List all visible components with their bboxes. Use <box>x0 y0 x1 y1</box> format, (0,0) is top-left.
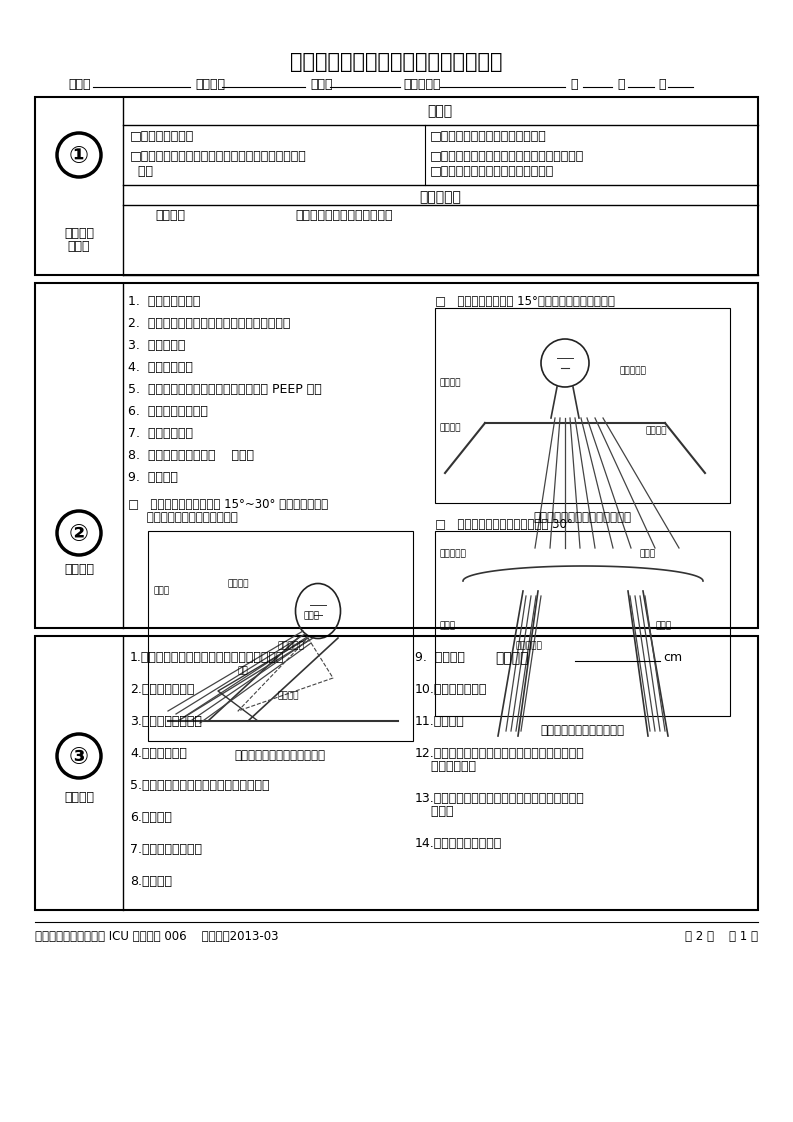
Bar <box>35 96 758 275</box>
Text: 中心静脉穿刺置管术操作与监测记录单: 中心静脉穿刺置管术操作与监测记录单 <box>289 52 502 72</box>
Text: 月: 月 <box>617 79 625 91</box>
Text: 1.无菌操作（洗手、穿戴口罩、帽子、手套）: 1.无菌操作（洗手、穿戴口罩、帽子、手套） <box>130 651 285 664</box>
Text: 日: 日 <box>658 79 665 91</box>
Text: 6.置入导丝: 6.置入导丝 <box>130 811 172 824</box>
Text: 近右心房处）: 近右心房处） <box>415 760 476 773</box>
Text: 相对禁忌证: 相对禁忌证 <box>419 190 461 204</box>
Text: 头臂静脉: 头臂静脉 <box>645 426 666 435</box>
Text: 2.术区消毒、铺巾: 2.术区消毒、铺巾 <box>130 683 194 696</box>
Text: ①: ① <box>69 144 89 168</box>
Text: 下腹壁动脉: 下腹壁动脉 <box>440 549 467 558</box>
Text: 8.置入导管: 8.置入导管 <box>130 875 172 888</box>
Text: 禁忌证: 禁忌证 <box>67 240 90 252</box>
Text: 7.沿导丝置入扩张子: 7.沿导丝置入扩张子 <box>130 843 202 856</box>
Bar <box>435 309 730 503</box>
Text: □需要输注刺激性或高渗性药液者: □需要输注刺激性或高渗性药液者 <box>430 130 546 142</box>
Text: 锁骨: 锁骨 <box>238 666 249 675</box>
Text: 住院号：: 住院号： <box>195 79 225 91</box>
Text: □   颈内：去枕仰卧，头低 15°~30° 肩部垫一软垫，: □ 颈内：去枕仰卧，头低 15°~30° 肩部垫一软垫， <box>128 498 328 511</box>
Bar <box>148 531 413 741</box>
Text: 8.  手术部位确定（口左    口右）: 8. 手术部位确定（口左 口右） <box>128 449 254 462</box>
Text: 颈外静脉: 颈外静脉 <box>278 691 300 700</box>
Text: 暴露颈部，将头转向操作对侧: 暴露颈部，将头转向操作对侧 <box>128 511 238 524</box>
Text: 共 2 页    第 1 页: 共 2 页 第 1 页 <box>685 930 758 942</box>
Text: 11.导管固定: 11.导管固定 <box>415 715 465 728</box>
Text: 东南大学附属中大医院 ICU 医疗文件 006    版本号：2013-03: 东南大学附属中大医院 ICU 医疗文件 006 版本号：2013-03 <box>35 930 278 942</box>
Text: 锁骨下静脉解剖位置及毗邻结构: 锁骨下静脉解剖位置及毗邻结构 <box>533 511 631 524</box>
Text: □需要开放静脉通路，输液、给药，静脉营养，快速: □需要开放静脉通路，输液、给药，静脉营养，快速 <box>130 150 307 163</box>
Text: 颈内静脉: 颈内静脉 <box>228 579 250 588</box>
Text: 肝素过敏: 肝素过敏 <box>155 209 185 222</box>
Text: 14.医嘱开立，书写记录: 14.医嘱开立，书写记录 <box>415 837 502 850</box>
Text: 锁骨下静脉: 锁骨下静脉 <box>278 641 305 650</box>
Text: 颈内静脉: 颈内静脉 <box>440 378 462 387</box>
Text: 12.影像学确认导管深度（导管尖端位于上腔静脉: 12.影像学确认导管深度（导管尖端位于上腔静脉 <box>415 747 584 760</box>
Text: 走动脉: 走动脉 <box>640 549 656 558</box>
Text: □血流动力学监测: □血流动力学监测 <box>130 130 194 142</box>
Text: □血浆置换，血液透析及血液滤过等血液净化: □血浆置换，血液透析及血液滤过等血液净化 <box>430 150 584 163</box>
Text: 9.  置入深度: 9. 置入深度 <box>415 651 465 664</box>
Text: 5.静脉穿刺，确认在穿刺针尖中心静脉内: 5.静脉穿刺，确认在穿刺针尖中心静脉内 <box>130 779 270 792</box>
Text: 9.  体位准备: 9. 体位准备 <box>128 471 178 484</box>
Text: 4.  术前镇静镇痛: 4. 术前镇静镇痛 <box>128 361 193 374</box>
Text: 13.手术后处理（器械处理；利器处理；医疗垃圾: 13.手术后处理（器械处理；利器处理；医疗垃圾 <box>415 792 584 804</box>
Text: 上肢静脉: 上肢静脉 <box>440 423 462 432</box>
Text: 姓名：: 姓名： <box>68 79 90 91</box>
Text: 穿刺步骤: 穿刺步骤 <box>64 791 94 804</box>
Text: ②: ② <box>69 522 89 546</box>
Text: 4.局部浸润麻醉: 4.局部浸润麻醉 <box>130 747 187 760</box>
Text: 10.肝素水冲洗导管: 10.肝素水冲洗导管 <box>415 683 488 696</box>
Text: 年: 年 <box>570 79 577 91</box>
Text: □   锁骨下：去枕头低 15°，肩部垫枕，头转向对侧: □ 锁骨下：去枕头低 15°，肩部垫枕，头转向对侧 <box>435 295 615 309</box>
Text: 3.  选择穿刺点: 3. 选择穿刺点 <box>128 339 186 352</box>
Text: 股静脉: 股静脉 <box>655 620 671 629</box>
Text: 3.再次确认穿刺部位: 3.再次确认穿刺部位 <box>130 715 202 728</box>
Text: 穿刺部位疑有感染或已有感染: 穿刺部位疑有感染或已有感染 <box>295 209 393 222</box>
Text: 1.  签署知情同意书: 1. 签署知情同意书 <box>128 295 201 309</box>
Text: 5.  颈内或锁骨下静脉穿刺时降低呼吸机 PEEP 水平: 5. 颈内或锁骨下静脉穿刺时降低呼吸机 PEEP 水平 <box>128 383 322 396</box>
Text: ③: ③ <box>69 745 89 769</box>
Text: 7.  测压装置准备: 7. 测压装置准备 <box>128 427 193 440</box>
Text: □   股静脉：穿刺侧下肢外展外旋 30°: □ 股静脉：穿刺侧下肢外展外旋 30° <box>435 518 573 531</box>
Bar <box>435 531 730 716</box>
Text: 6.  严密监测生命体征: 6. 严密监测生命体征 <box>128 405 208 419</box>
Bar <box>35 283 758 628</box>
Text: 扩容: 扩容 <box>130 165 153 178</box>
Text: 锁骨下静脉: 锁骨下静脉 <box>620 366 647 375</box>
Text: 操作时间：: 操作时间： <box>403 79 440 91</box>
Text: 股动脉: 股动脉 <box>440 620 456 629</box>
Text: 2.  消毒剂，麻醉剂，无菌手套及穿刺物品准备: 2. 消毒剂，麻醉剂，无菌手套及穿刺物品准备 <box>128 318 290 330</box>
Text: 颈动脉: 颈动脉 <box>153 586 169 595</box>
Text: 术前准备: 术前准备 <box>64 563 94 576</box>
Text: 三角区: 三角区 <box>303 611 319 620</box>
Text: 髂腰肌区域: 髂腰肌区域 <box>515 641 542 650</box>
Text: 股静脉解剖位置及毗邻结构: 股静脉解剖位置及毗邻结构 <box>540 724 624 737</box>
Text: 适应证: 适应证 <box>427 104 453 118</box>
Text: cm: cm <box>663 651 682 664</box>
Text: 处理）: 处理） <box>415 804 454 818</box>
Text: 置入深度: 置入深度 <box>495 651 528 665</box>
Bar <box>35 636 758 910</box>
Text: 床号：: 床号： <box>310 79 332 91</box>
Text: □放置肺动脉漂浮导管和临时起搏器: □放置肺动脉漂浮导管和临时起搏器 <box>430 165 554 178</box>
Text: 颈内静脉解剖位置及毗邻结构: 颈内静脉解剖位置及毗邻结构 <box>235 749 325 762</box>
Text: 适应证和: 适应证和 <box>64 227 94 240</box>
